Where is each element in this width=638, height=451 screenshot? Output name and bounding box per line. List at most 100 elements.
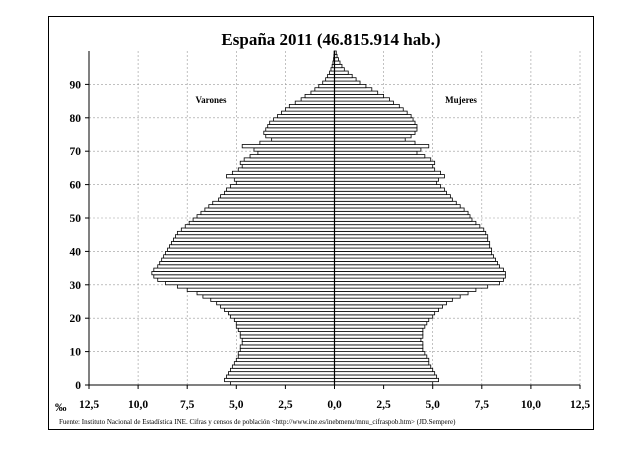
bar-mujeres <box>334 207 465 212</box>
bar-varones <box>226 187 335 192</box>
bar-mujeres <box>334 230 487 236</box>
bar-mujeres <box>334 337 422 342</box>
bar-varones <box>241 341 335 346</box>
bar-varones <box>237 167 335 172</box>
bar-varones <box>212 200 335 206</box>
bar-mujeres <box>334 254 494 259</box>
bar-mujeres <box>334 127 418 132</box>
bar-varones <box>224 307 335 312</box>
bar-mujeres <box>334 100 394 105</box>
series-label-varones: Varones <box>195 95 227 105</box>
bar-mujeres <box>334 154 426 159</box>
x-tick-label: 2,5 <box>278 399 293 411</box>
bar-mujeres <box>334 381 434 386</box>
bar-varones <box>253 147 335 152</box>
bar-varones <box>271 137 335 142</box>
bar-varones <box>235 180 335 185</box>
x-tick-labels: 12,5 10,0 7,5 5,0 2,5 0,0 2,5 5,0 7,5 10,0 12,5 <box>79 399 590 411</box>
bar-mujeres <box>334 294 461 299</box>
bar-varones <box>235 324 335 329</box>
bar-varones <box>210 297 335 302</box>
bar-mujeres <box>334 177 439 182</box>
bar-varones <box>273 117 335 122</box>
y-tick-label: 40 <box>70 246 82 258</box>
bar-mujeres <box>334 291 469 296</box>
bar-mujeres <box>334 240 491 246</box>
bar-mujeres <box>334 227 485 232</box>
bar-mujeres <box>334 257 496 262</box>
bar-mujeres <box>334 184 441 189</box>
bar-varones <box>231 170 335 175</box>
bar-varones <box>163 254 335 259</box>
bar-varones <box>202 294 335 299</box>
bar-mujeres <box>334 117 414 122</box>
bar-mujeres <box>334 180 438 185</box>
bar-mujeres <box>334 371 436 376</box>
bar-mujeres <box>334 317 430 322</box>
bar-varones <box>277 114 335 119</box>
x-tick-label: 5,0 <box>229 399 244 411</box>
bar-mujeres <box>334 277 504 282</box>
bar-varones <box>304 94 335 99</box>
bar-varones <box>235 357 335 363</box>
bar-varones <box>237 327 335 332</box>
bar-mujeres <box>334 304 443 309</box>
bar-varones <box>239 331 335 336</box>
bar-varones <box>257 150 335 155</box>
population-pyramid-chart: España 2011 (46.815.914 hab.) Varones Mu… <box>55 30 590 426</box>
bar-mujeres <box>334 104 400 109</box>
bar-mujeres <box>334 87 373 92</box>
bar-varones <box>226 374 335 379</box>
bar-varones <box>167 247 335 252</box>
bar-varones <box>233 317 335 322</box>
bar-mujeres <box>334 244 491 249</box>
bar-mujeres <box>334 147 422 152</box>
bar-mujeres <box>334 344 424 349</box>
bar-varones <box>180 227 335 232</box>
bar-varones <box>263 130 335 135</box>
bar-varones <box>196 291 335 296</box>
bar-mujeres <box>334 84 367 89</box>
bar-mujeres <box>334 174 445 179</box>
bar-mujeres <box>334 351 426 356</box>
bar-varones <box>176 284 335 289</box>
bar-mujeres <box>334 110 408 115</box>
bar-varones <box>237 351 335 356</box>
bar-mujeres <box>334 331 424 336</box>
bar-mujeres <box>334 134 412 139</box>
chart-title: España 2011 (46.815.914 hab.) <box>221 30 440 49</box>
y-tick-label: 90 <box>70 79 82 91</box>
bar-varones <box>224 377 335 383</box>
bar-mujeres <box>334 267 504 272</box>
bar-varones <box>267 124 335 129</box>
bar-mujeres <box>334 247 493 252</box>
bar-varones <box>241 164 335 169</box>
y-tick-labels: 0 10 20 30 40 50 60 70 80 90 <box>70 79 82 392</box>
bar-varones <box>153 274 335 279</box>
bar-mujeres <box>334 210 469 216</box>
bar-varones <box>220 304 335 309</box>
bar-varones <box>165 250 335 256</box>
bar-varones <box>184 224 335 229</box>
bar-varones <box>151 271 335 276</box>
bar-varones <box>230 367 335 373</box>
bar-mujeres <box>334 334 424 339</box>
bar-mujeres <box>334 137 406 142</box>
bar-varones <box>186 287 335 292</box>
y-tick-label: 20 <box>70 313 82 325</box>
bar-varones <box>294 100 335 105</box>
bar-varones <box>310 90 335 95</box>
bar-mujeres <box>334 124 418 129</box>
y-tick-label: 60 <box>70 180 82 192</box>
bar-mujeres <box>334 97 390 102</box>
bar-varones <box>300 97 335 102</box>
bar-mujeres <box>334 274 506 279</box>
y-tick-label: 80 <box>70 113 82 125</box>
bar-mujeres <box>334 70 349 75</box>
bar-mujeres <box>334 364 432 369</box>
chart-frame: España 2011 (46.815.914 hab.) Varones Mu… <box>48 16 594 430</box>
bar-varones <box>314 87 335 92</box>
bar-mujeres <box>334 354 428 359</box>
x-tick-label: 0,0 <box>327 399 342 411</box>
bar-mujeres <box>334 281 500 286</box>
